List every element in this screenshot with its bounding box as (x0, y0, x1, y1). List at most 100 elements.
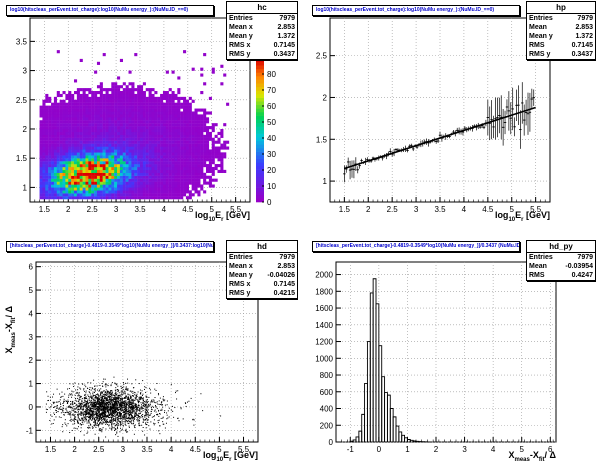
color-bar-segment (256, 97, 264, 102)
scatter-point (79, 423, 81, 425)
heatmap-cell (56, 128, 60, 133)
heatmap-cell (117, 164, 121, 168)
heatmap-cell (119, 114, 123, 118)
scatter-point (164, 411, 166, 413)
heatmap-cell (125, 117, 129, 121)
scatter-point (101, 399, 103, 401)
heatmap-cell (125, 149, 129, 153)
scatter-point (74, 394, 76, 396)
heatmap-cell (171, 143, 175, 147)
heatmap-cell (191, 143, 195, 147)
heatmap-cell (188, 158, 192, 162)
heatmap-cell (145, 158, 149, 162)
heatmap-cell (79, 88, 83, 92)
heatmap-cell (137, 99, 141, 103)
scatter-point (113, 399, 115, 401)
heatmap-cell (68, 102, 72, 106)
heatmap-cell (134, 161, 138, 165)
color-bar-segment (256, 65, 264, 70)
scatter-point (50, 414, 52, 416)
heatmap-cell (151, 164, 155, 168)
heatmap-cell (82, 128, 86, 133)
heatmap-cell (211, 123, 215, 127)
heatmap-cell (177, 105, 181, 109)
heatmap-cell (142, 137, 146, 141)
scatter-point (124, 391, 126, 393)
heatmap-cell (74, 123, 78, 127)
scatter-point (115, 390, 117, 392)
scatter-point (139, 412, 141, 414)
heatmap-cell (74, 190, 78, 194)
heatmap-cell (45, 111, 49, 115)
scatter-point (116, 409, 118, 411)
y-tick-label: 4 (29, 309, 34, 318)
scatter-point (135, 397, 137, 399)
heatmap-cell (79, 120, 83, 124)
scatter-point (100, 391, 102, 393)
heatmap-cell (128, 126, 132, 130)
color-bar-segment (256, 194, 264, 199)
heatmap-cell (42, 99, 46, 103)
scatter-point (150, 412, 152, 414)
heatmap-cell (65, 137, 69, 141)
scatter-point (134, 392, 136, 394)
heatmap-cell (102, 196, 106, 200)
scatter-point (118, 406, 120, 408)
scatter-point (111, 427, 113, 429)
heatmap-cell (51, 187, 55, 191)
scatter-point (135, 410, 137, 412)
scatter-point (122, 389, 124, 391)
heatmap-cell (154, 155, 158, 159)
scatter-point (103, 412, 105, 414)
heatmap-cell (160, 93, 164, 98)
scatter-point (146, 414, 148, 416)
heatmap-cell (197, 143, 201, 147)
scatter-point (159, 404, 161, 406)
heatmap-cell (105, 161, 109, 165)
heatmap-cell (180, 178, 184, 182)
heatmap-cell (85, 120, 89, 124)
heatmap-cell (45, 164, 49, 168)
scatter-point (113, 427, 115, 429)
heatmap-cell (137, 114, 141, 118)
heatmap-cell (82, 96, 86, 100)
scatter-point (68, 412, 70, 414)
heatmap-cell (65, 149, 69, 153)
heatmap-cell (165, 175, 169, 179)
scatter-point (69, 414, 71, 416)
heatmap-cell (99, 128, 103, 133)
scatter-point (109, 410, 111, 412)
heatmap-cell (140, 149, 144, 153)
heatmap-cell (108, 134, 112, 138)
heatmap-cell (142, 91, 146, 95)
scatter-point (71, 429, 73, 431)
scatter-point (95, 426, 97, 428)
heatmap-cell (203, 140, 207, 144)
scatter-point (63, 408, 65, 410)
heatmap-cell (82, 152, 86, 156)
heatmap-cell (71, 137, 75, 141)
heatmap-cell (48, 196, 52, 200)
scatter-point (141, 411, 143, 413)
heatmap-cell (105, 184, 109, 188)
scatter-point (86, 400, 88, 402)
heatmap-cell (45, 181, 49, 185)
scatter-point (77, 417, 79, 419)
scatter-point (129, 400, 131, 402)
scatter-point (81, 417, 83, 419)
color-bar-segment (256, 184, 264, 188)
scatter-point (148, 405, 150, 407)
heatmap-cell (171, 175, 175, 179)
heatmap-cell (102, 187, 106, 191)
heatmap-cell (71, 196, 75, 200)
heatmap-cell (39, 128, 43, 133)
scatter-point (115, 425, 117, 427)
scatter-point (74, 415, 76, 417)
heatmap-cell (134, 111, 138, 115)
heatmap-cell (79, 155, 83, 159)
color-bar-segment (256, 191, 264, 196)
scatter-point (92, 399, 94, 401)
heatmap-cell (85, 161, 89, 165)
scatter-point (111, 403, 113, 405)
scatter-point (81, 399, 83, 401)
